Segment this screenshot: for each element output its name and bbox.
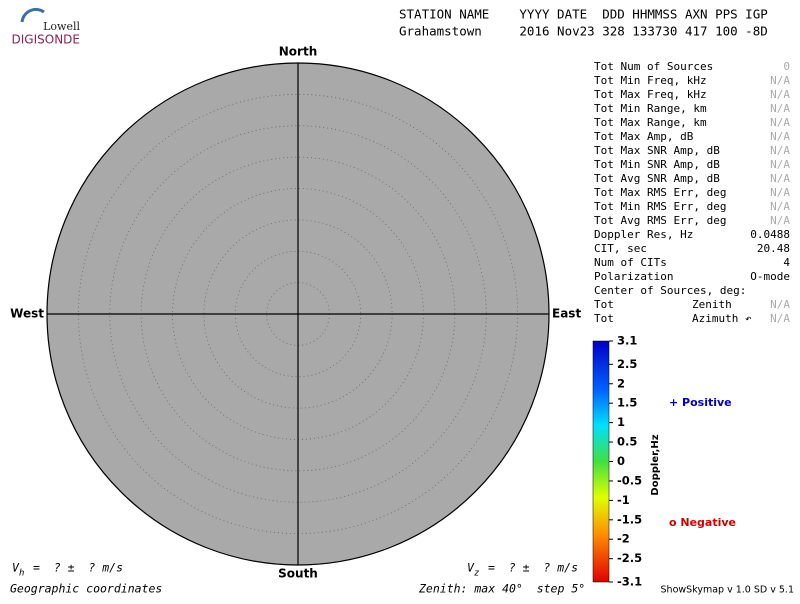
stat-label: Tot Avg RMS Err, deg — [594, 214, 726, 227]
header-labels: STATION NAME YYYY DATE DDD HHMMSS AXN PP… — [399, 7, 768, 22]
south-label: South — [278, 567, 318, 581]
stat-label: Tot Avg SNR Amp, dB — [594, 172, 720, 185]
stat-label: Tot Max Freq, kHz — [594, 88, 707, 101]
stat-value: N/A — [770, 186, 790, 199]
legend-positive: + Positive — [669, 396, 732, 409]
stat-label: CIT, sec — [594, 242, 647, 255]
legend-negative: o Negative — [669, 516, 736, 529]
vz-symbol: V — [467, 561, 475, 575]
stat-value: N/A — [770, 74, 790, 87]
center-label: Zenith — [692, 298, 732, 311]
stat-value: O-mode — [750, 270, 790, 283]
stat-value: N/A — [770, 130, 790, 143]
stat-label: Tot Max Amp, dB — [594, 130, 694, 143]
vz-subscript: z — [474, 569, 479, 579]
stat-value: N/A — [770, 158, 790, 171]
stat-value: 0.0488 — [750, 228, 790, 241]
colorbar-label: Doppler,Hz — [650, 434, 661, 495]
colorbar-tick-label: -2.5 — [617, 551, 642, 565]
stat-value: N/A — [770, 200, 790, 213]
footer-coordinates: Geographic coordinates — [10, 582, 162, 596]
stat-value: N/A — [770, 102, 790, 115]
logo-top: Lowell — [43, 20, 80, 33]
footer-zenith: Zenith: max 40° step 5° — [418, 582, 585, 596]
stat-value: N/A — [770, 88, 790, 101]
colorbar-tick-label: 1.5 — [617, 396, 637, 410]
stat-label: Tot Max Range, km — [594, 116, 707, 129]
colorbar-tick-label: -1 — [617, 493, 630, 507]
polar-plot — [46, 62, 550, 566]
colorbar-tick-label: 3.1 — [617, 334, 637, 348]
stat-label: Tot Min RMS Err, deg — [594, 200, 726, 213]
colorbar-tick-label: 2 — [617, 376, 625, 390]
stat-value: 4 — [783, 256, 790, 269]
stat-label: Tot Num of Sources — [594, 60, 713, 73]
vh-text: = ? ± ? m/s — [33, 561, 123, 575]
colorbar — [592, 340, 610, 583]
logo-arc — [20, 7, 45, 23]
center-label: Azimuth ↶ — [692, 312, 752, 325]
stat-value: N/A — [770, 144, 790, 157]
stat-label: Tot Min SNR Amp, dB — [594, 158, 720, 171]
header-values: Grahamstown 2016 Nov23 328 133730 417 10… — [399, 24, 768, 39]
stat-value: 20.48 — [757, 242, 790, 255]
stat-label: Tot Min Freq, kHz — [594, 74, 707, 87]
stat-label: Tot Max SNR Amp, dB — [594, 144, 720, 157]
stat-label: Tot Max RMS Err, deg — [594, 186, 726, 199]
vz-text: = ? ± ? m/s — [488, 561, 578, 575]
east-label: East — [552, 307, 581, 321]
stat-value: N/A — [770, 214, 790, 227]
footer-version: ShowSkymap v 1.0 SD v 5.1 — [661, 585, 794, 596]
vh-symbol: V — [12, 561, 20, 575]
west-label: West — [10, 307, 44, 321]
stat-label: Polarization — [594, 270, 673, 283]
stat-value: N/A — [770, 172, 790, 185]
colorbar-tick-label: 2.5 — [617, 357, 637, 371]
colorbar-tick-label: -0.5 — [617, 473, 642, 487]
stat-label: Num of CITs — [594, 256, 667, 269]
center-prefix: Tot — [594, 298, 614, 311]
stat-value: 0 — [783, 60, 790, 73]
north-label: North — [279, 45, 317, 59]
colorbar-tick-label: -3.1 — [617, 575, 642, 589]
logo-bottom: DIGISONDE — [12, 33, 80, 47]
center-value: N/A — [770, 298, 790, 311]
colorbar-tick-label: 0.5 — [617, 435, 637, 449]
center-value: N/A — [770, 312, 790, 325]
colorbar-tick-label: 0 — [617, 454, 625, 468]
colorbar-tick-label: -1.5 — [617, 512, 642, 526]
stat-label: Doppler Res, Hz — [594, 228, 693, 241]
center-heading: Center of Sources, deg: — [594, 284, 746, 297]
stat-label: Tot Min Range, km — [594, 102, 707, 115]
colorbar-tick-label: -2 — [617, 532, 630, 546]
vh-subscript: h — [19, 569, 24, 579]
center-prefix: Tot — [594, 312, 614, 325]
colorbar-tick-label: 1 — [617, 415, 625, 429]
stat-value: N/A — [770, 116, 790, 129]
